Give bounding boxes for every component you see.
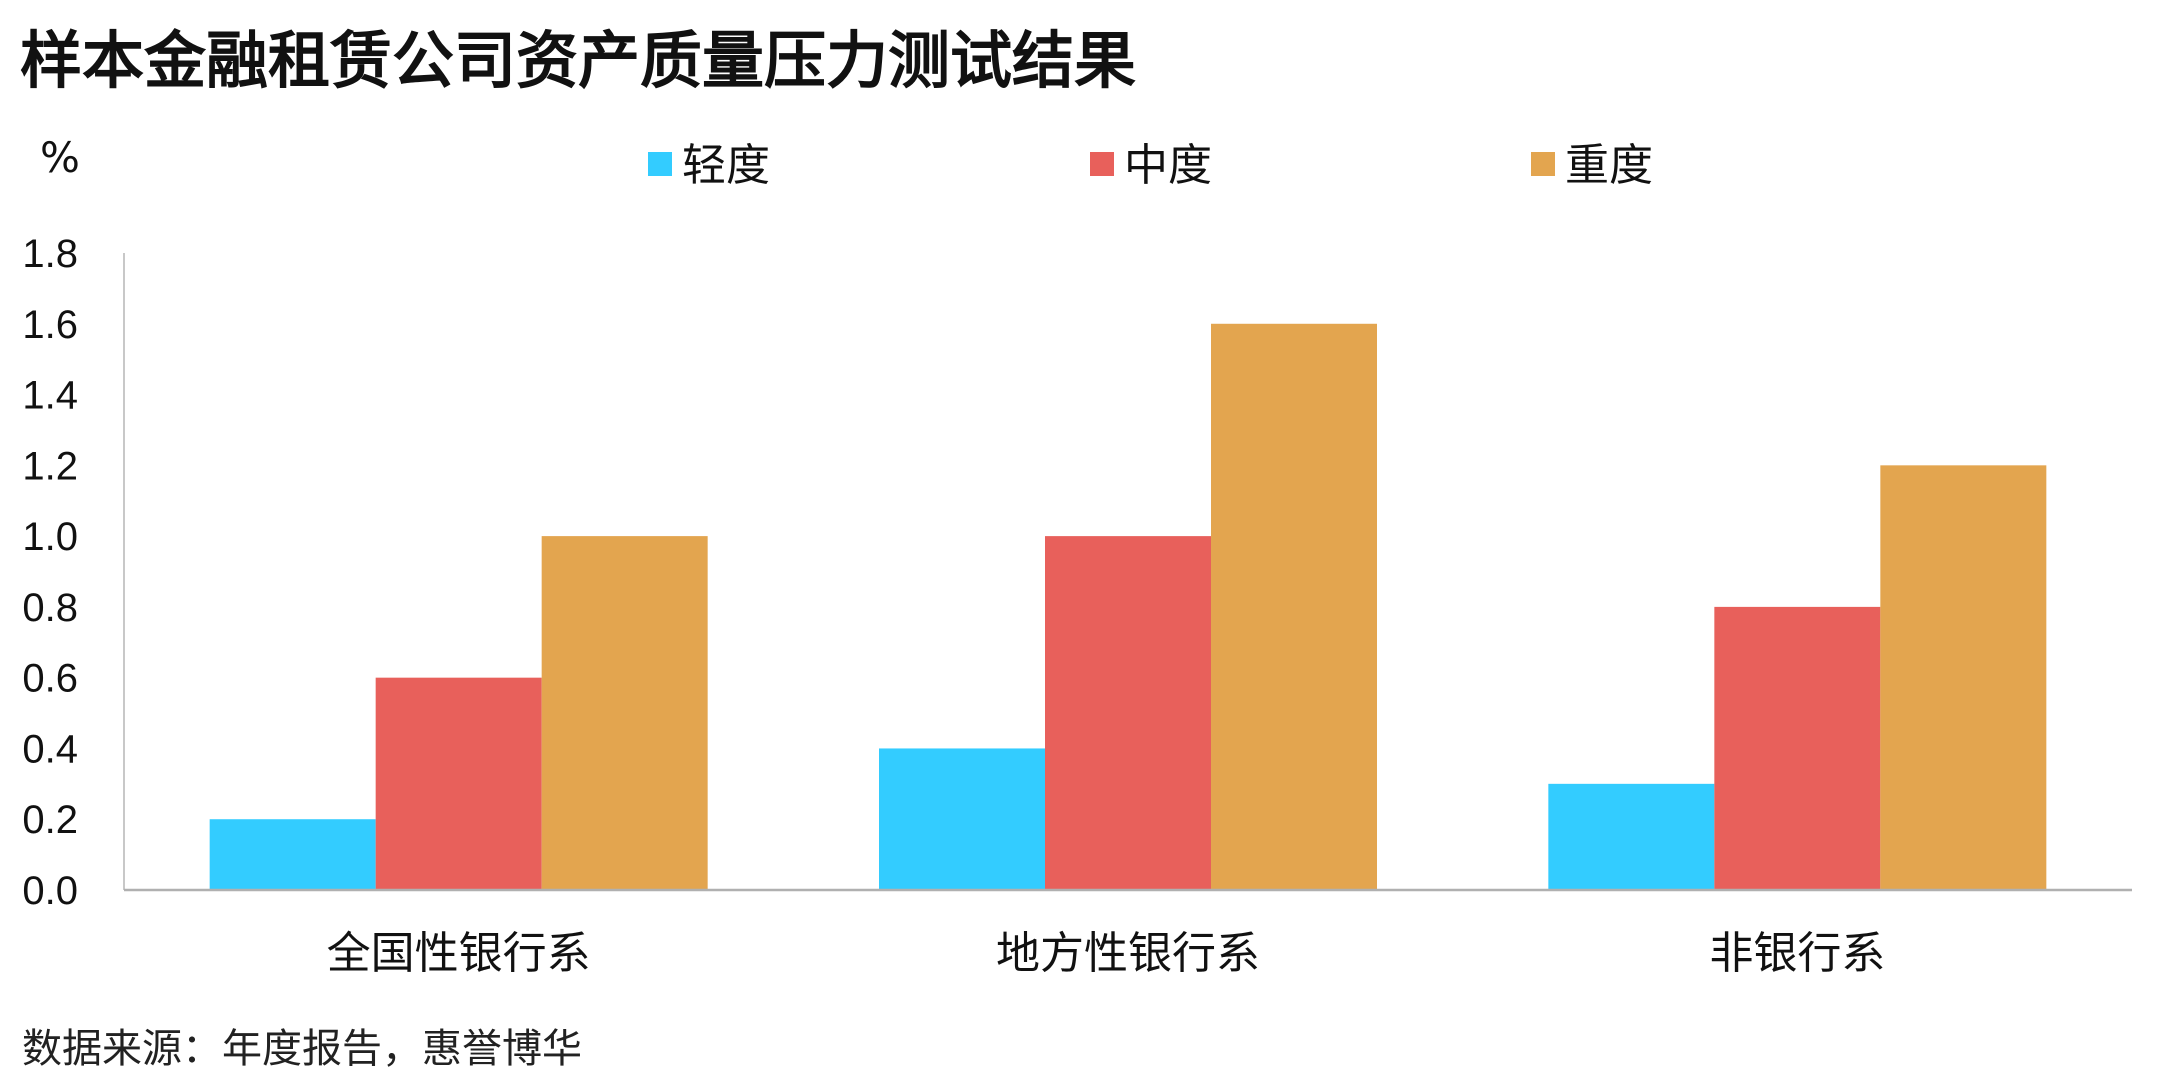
x-axis-labels: 全国性银行系 地方性银行系 非银行系 bbox=[327, 928, 1886, 979]
legend: 轻度 中度 重度 bbox=[648, 140, 1653, 191]
bar-中度-非银行系 bbox=[1714, 606, 1881, 890]
legend-label: 中度 bbox=[1124, 140, 1212, 191]
bar-重度-地方性银行系 bbox=[1211, 323, 1377, 890]
y-tick-label: 0.6 bbox=[22, 657, 78, 701]
y-tick-label: 1.6 bbox=[22, 303, 78, 347]
y-tick-label: 1.0 bbox=[22, 515, 78, 559]
x-category-label: 非银行系 bbox=[1709, 928, 1885, 979]
y-unit-label: % bbox=[40, 133, 80, 182]
chart-title: 样本金融租赁公司资产质量压力测试结果 bbox=[20, 24, 1136, 97]
bar-轻度-全国性银行系 bbox=[209, 819, 376, 890]
bar-中度-地方性银行系 bbox=[1045, 536, 1211, 890]
legend-swatch-轻度 bbox=[648, 152, 672, 176]
y-tick-label: 0.8 bbox=[22, 586, 78, 630]
x-category-label: 全国性银行系 bbox=[327, 928, 591, 979]
y-tick-label: 1.8 bbox=[22, 232, 78, 276]
bar-轻度-地方性银行系 bbox=[879, 748, 1045, 890]
legend-label: 重度 bbox=[1565, 140, 1653, 191]
y-axis-ticks: 0.0 0.2 0.4 0.6 0.8 1.0 1.2 1.4 1.6 1.8 bbox=[22, 232, 78, 913]
y-tick-label: 0.2 bbox=[22, 798, 78, 842]
x-category-label: 地方性银行系 bbox=[996, 928, 1260, 979]
bar-重度-全国性银行系 bbox=[541, 536, 708, 890]
y-tick-label: 1.4 bbox=[22, 374, 78, 418]
y-tick-label: 0.0 bbox=[22, 869, 78, 913]
y-tick-label: 0.4 bbox=[22, 727, 78, 771]
legend-label: 轻度 bbox=[682, 140, 770, 191]
bar-中度-全国性银行系 bbox=[375, 677, 542, 890]
source-note: 数据来源：年度报告，惠誉博华 bbox=[22, 1026, 582, 1072]
bar-重度-非银行系 bbox=[1880, 465, 2047, 890]
bar-轻度-非银行系 bbox=[1548, 783, 1715, 890]
bars bbox=[209, 323, 2047, 890]
legend-swatch-重度 bbox=[1531, 152, 1555, 176]
legend-swatch-中度 bbox=[1090, 152, 1114, 176]
y-tick-label: 1.2 bbox=[22, 444, 78, 488]
